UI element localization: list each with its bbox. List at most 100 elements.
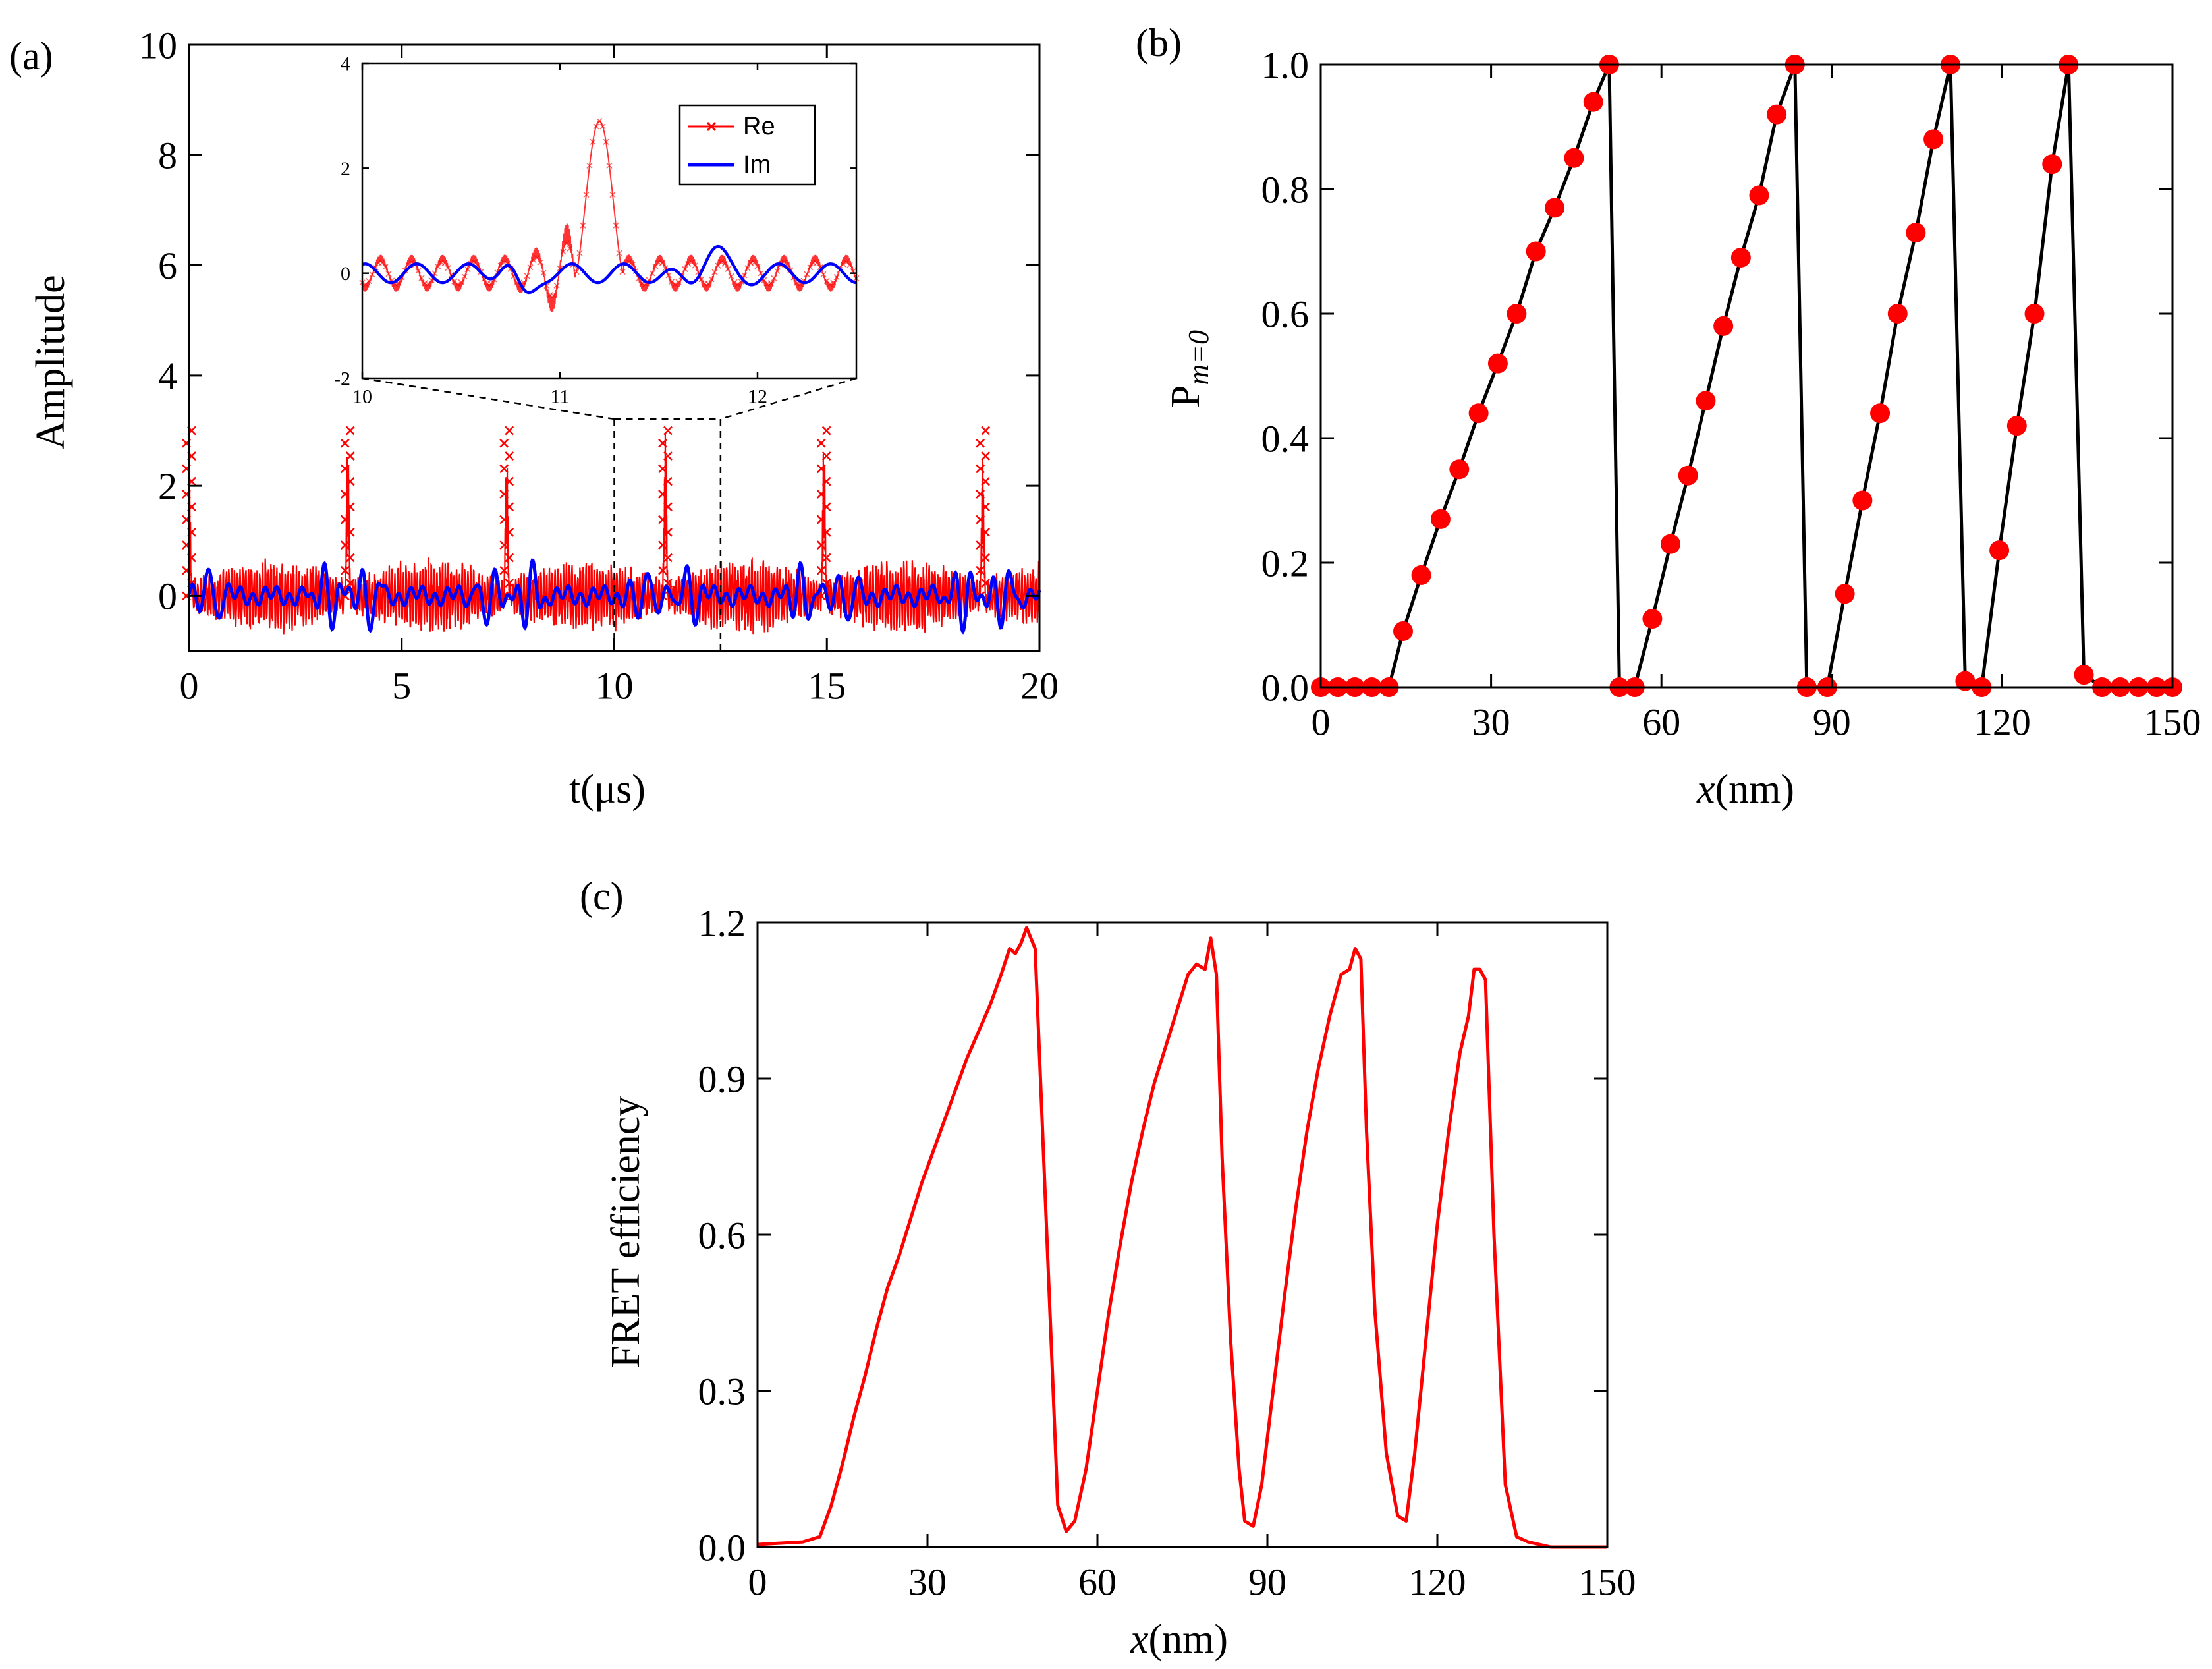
re-peak-marker [340,438,350,448]
re-peak-marker [976,565,985,575]
inset-re-marker [616,250,622,256]
panel-c-ytick-label: 0.9 [698,1058,746,1100]
re-peak-marker [658,540,667,550]
pm0-point [1468,403,1489,424]
panel-c-ytick-label: 1.2 [698,901,746,944]
panel-c-plot [757,926,1607,1549]
pm0-point [1835,584,1855,604]
re-peak-marker [505,426,514,436]
panel-a-inset: 10 11 12 -2 0 2 4 Re Im [334,53,860,408]
panel-b-ylabel: Pm=0 [1163,330,1215,408]
pm0-point [1660,534,1680,554]
re-peak-marker [499,540,509,550]
re-peak-marker [816,464,826,474]
re-peak-marker [981,476,991,486]
panel-b-axes: 0 30 60 90 120 150 0.0 0.2 0.4 0.6 0.8 1.0 [1261,43,2201,743]
panel-b-xlabel-unit: (nm) [1715,767,1795,812]
inset-re-marker [445,265,451,271]
re-peak-marker [340,540,350,550]
panel-c-chart: (c) 0 30 60 90 120 150 0.0 0.3 0.6 0.9 1.2 FRET ef… [580,874,1636,1662]
re-peak-marker [505,553,514,563]
re-peak-marker [505,451,514,461]
panel-b-ylabel-main: P [1163,385,1208,407]
re-peak-marker [821,502,831,512]
pm0-point [1906,223,1926,243]
re-peak-marker [340,515,350,524]
panel-b-frame [1319,63,2174,689]
pm0-point [1564,148,1584,168]
panel-b-xtick-label: 90 [1813,701,1851,744]
panel-a-xtick-label: 5 [392,665,411,708]
re-peak-marker [658,464,667,474]
panel-a-zoom-region [362,377,857,651]
panel-b-xtick-label: 120 [1974,701,2031,744]
inset-re-marker [418,275,425,281]
inset-re-marker [741,272,748,279]
re-peak-marker [976,464,985,474]
re-peak-marker [663,476,673,486]
inset-re-marker [458,279,464,286]
re-peak-marker [345,502,355,512]
inset-re-marker [728,273,734,279]
panel-c-xlabel: x(nm) [1130,1617,1228,1662]
inset-re-marker [758,270,764,277]
panel-b-ytick-label: 1.0 [1261,43,1310,86]
panel-c-xtick-label: 90 [1248,1561,1286,1604]
pm0-point [1749,185,1769,206]
inset-legend-box [678,104,816,186]
inset-re-marker [599,123,606,130]
pm0-point [1955,671,1976,691]
re-peak-marker [345,527,355,537]
inset-re-marker [385,271,392,277]
inset-re-marker [563,240,570,247]
inset-re-marker [685,260,692,267]
panel-a-xtick-label: 20 [1020,665,1059,708]
pm0-point [1989,540,2010,561]
inset-re-marker [672,281,678,287]
re-peak-marker [340,565,350,575]
pm0-point [2074,665,2094,685]
inset-legend: Re Im [678,104,816,186]
re-peak-marker [981,502,991,512]
re-peak-marker [340,490,350,499]
re-peak-marker [821,451,831,461]
panel-b-ytick-label: 0.0 [1261,666,1310,709]
panel-c-ytick-label: 0.3 [698,1370,746,1413]
legend-im-label: Im [743,151,771,179]
inset-re-marker [586,162,593,169]
panel-b-xlabel-var: x [1696,767,1715,812]
re-peak-marker [663,553,673,563]
pm0-point [2006,416,2027,436]
pm0-point [2042,154,2062,175]
pm0-point [1730,247,1751,268]
panel-a-ytick-label: 10 [139,24,177,67]
pm0-point [1713,316,1734,336]
inset-ytick-label: 0 [341,263,350,285]
re-peak-marker [976,438,985,448]
re-peak-marker [658,438,667,448]
panel-b-xtick-label: 150 [2144,701,2201,744]
panel-a-xtick-label: 0 [180,665,199,708]
re-peak-marker [345,579,355,588]
inset-re-marker [718,259,725,266]
inset-re-marker [725,266,731,273]
panel-a-chart: (a) 0 5 10 15 20 0 2 4 6 8 10 10 11 12 -2 0 2 4 Re Im Ampl… [9,24,1059,812]
re-peak-marker [345,451,355,461]
inset-re-marker [708,276,715,283]
pm0-point [1526,241,1546,262]
panel-b-ylabel-sub: m=0 [1182,330,1215,385]
re-peak-marker [499,515,509,524]
inset-re-marker [692,262,698,269]
inset-re-marker [754,263,761,269]
re-peak-marker [816,438,826,448]
pm0-point [1430,509,1451,529]
zoom-connector-left [362,377,615,420]
re-peak-marker [499,490,509,499]
inset-re-marker [455,281,461,287]
pm0-point [1507,304,1527,324]
pm0-point [1696,391,1716,411]
inset-re-marker [830,279,837,286]
re-peak-marker [499,438,509,448]
panel-b-xtick-label: 30 [1472,701,1510,744]
